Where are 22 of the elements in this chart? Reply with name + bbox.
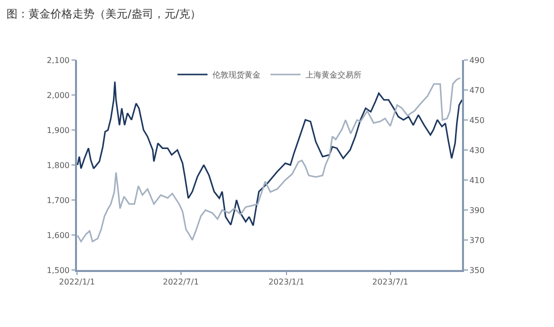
y2-tick-label: 470 [469, 86, 485, 95]
x-tick-label: 2022/1/1 [59, 277, 95, 286]
y-tick-label: 1,700 [46, 196, 70, 205]
y2-tick-label: 350 [469, 266, 485, 275]
x-tick-label: 2023/7/1 [372, 277, 408, 286]
x-tick-label: 2023/1/1 [268, 277, 304, 286]
y-tick-label: 2,100 [46, 56, 70, 65]
y-tick-label: 1,800 [46, 160, 70, 170]
y2-tick-label: 490 [469, 56, 485, 65]
chart-title: 图：黄金价格走势（美元/盎司，元/克） [6, 8, 202, 21]
y2-tick-label: 370 [469, 236, 485, 245]
legend-label: 上海黄金交易所 [306, 70, 362, 80]
y2-tick-label: 410 [469, 176, 485, 185]
y-tick-label: 1,500 [46, 266, 70, 275]
y-tick-label: 1,900 [46, 126, 70, 135]
legend-label: 伦敦现货黄金 [212, 70, 260, 80]
x-tick-label: 2022/7/1 [162, 277, 199, 286]
y2-tick-label: 430 [469, 146, 485, 155]
y-tick-label: 1,600 [46, 230, 70, 240]
y2-tick-label: 390 [469, 206, 485, 215]
y2-tick-label: 450 [469, 116, 485, 125]
y-tick-label: 2,000 [46, 90, 70, 100]
